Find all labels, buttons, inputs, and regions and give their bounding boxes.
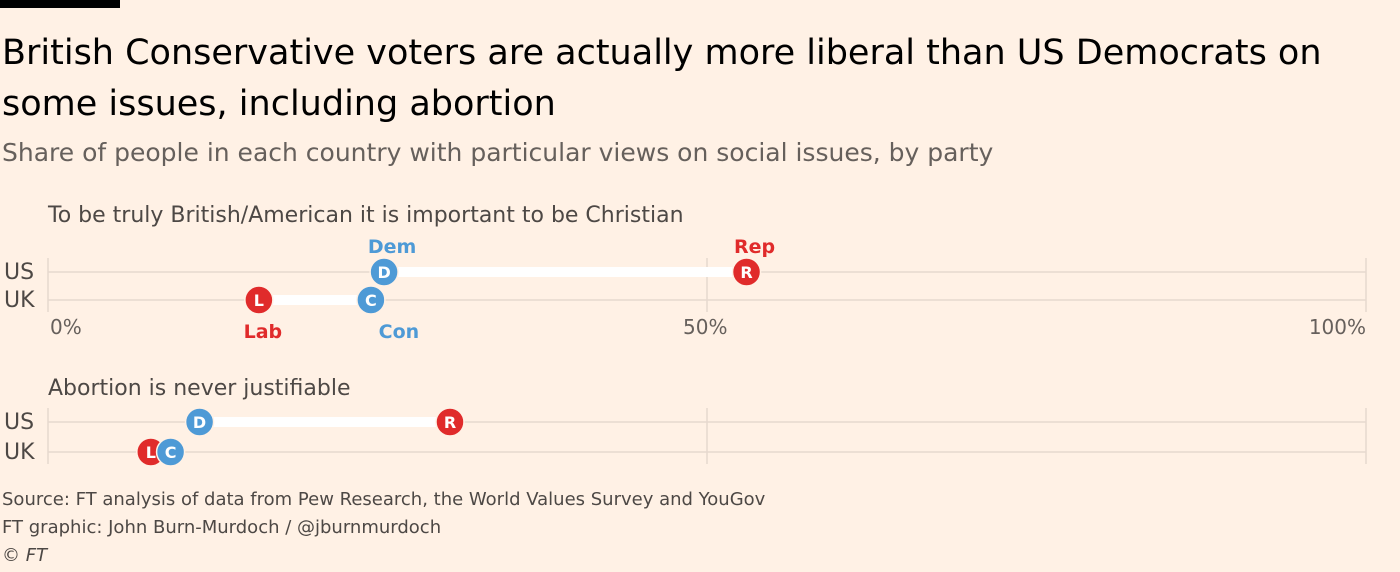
party-dot-lab: L [244,285,274,315]
dot-marker [184,407,215,437]
source-note: Source: FT analysis of data from Pew Res… [2,489,766,510]
party-dot-con: C [356,285,386,315]
x-tick-label: 100% [1309,315,1366,339]
party-label-rep: Rep [734,236,775,258]
dumbbell-connector [384,267,747,277]
dot-letter: L [146,443,156,462]
dot-marker [731,257,762,287]
dot-letter: D [377,263,390,282]
chart-title: British Conservative voters are actually… [2,33,1322,124]
party-label-dem: Dem [368,236,416,258]
panel-title: Abortion is never justifiable [48,376,351,401]
dot-marker [244,285,274,315]
row-label-uk: UK [4,288,35,313]
party-dot-rep: R [435,407,465,437]
party-dot-dem: D [369,257,399,287]
party-dot-dem: D [184,407,215,437]
party-dot-con: C [155,437,186,467]
dumbbell-connector [199,417,450,427]
dot-letter: R [740,263,752,282]
dot-letter: C [165,443,177,462]
dot-marker [155,437,186,467]
panel-title: To be truly British/American it is impor… [47,203,684,228]
dot-letter: D [193,413,206,432]
x-tick-label: 50% [683,315,727,339]
chart-panel-2: Abortion is never justifiable US UK D R L C [4,376,1367,467]
dot-marker [369,257,399,287]
dot-letter: R [444,413,456,432]
dot-letter: L [254,291,264,310]
party-dot-rep: R [731,257,762,287]
row-label-uk: UK [4,440,35,465]
brand-bar [0,0,120,8]
x-tick-label: 0% [50,315,82,339]
dot-marker [356,285,386,315]
footer: Source: FT analysis of data from Pew Res… [2,486,765,570]
row-label-us: US [4,410,34,435]
graphic-credit: FT graphic: John Burn-Murdoch / @jburnmu… [2,517,442,538]
row-label-us: US [4,260,34,285]
dot-letter: C [365,291,377,310]
copyright-note: © FT [2,545,48,566]
party-label-lab: Lab [244,321,283,343]
chart-subtitle: Share of people in each country with par… [2,138,994,167]
chart-panel-1: To be truly British/American it is impor… [4,203,1367,343]
dot-marker [435,407,465,437]
party-label-con: Con [379,321,420,343]
dumbbell-connector [258,295,371,305]
